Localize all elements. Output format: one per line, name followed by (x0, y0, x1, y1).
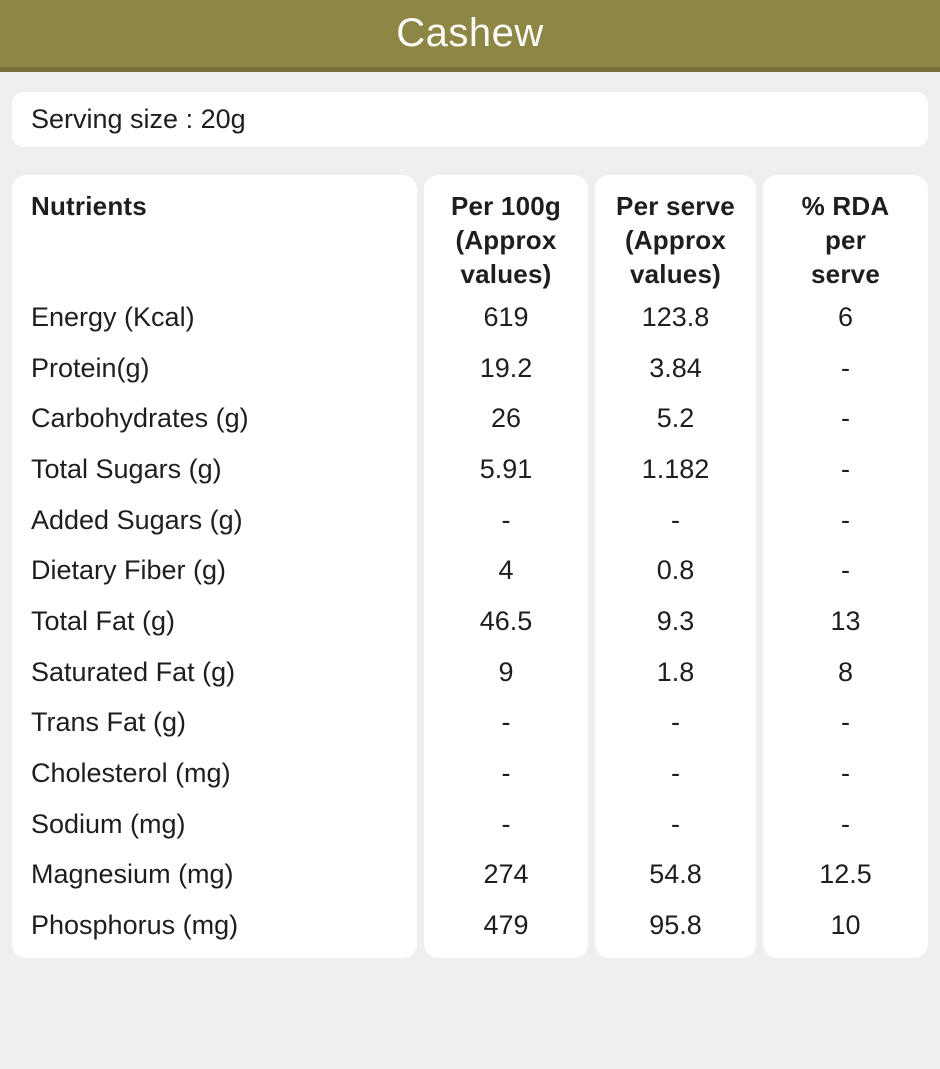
rda-value: 13 (830, 605, 861, 636)
rda-value: - (841, 555, 850, 586)
header-line: (Approx (455, 225, 557, 255)
column-header-rda: % RDA per serve (763, 189, 928, 292)
per-100g-value: 5.91 (479, 453, 533, 484)
nutrient-name: Trans Fat (g) (31, 707, 187, 738)
rda-value: - (841, 808, 850, 839)
header-line: % RDA (801, 191, 890, 221)
per-100g-value: 619 (483, 301, 529, 332)
nutrient-name: Sodium (mg) (31, 808, 186, 839)
nutrient-name: Protein(g) (31, 352, 150, 383)
per-serve-value: 0.8 (656, 555, 695, 586)
per-100g-value: - (501, 504, 511, 535)
column-header-per-serve: Per serve (Approx values) (595, 189, 756, 292)
per-100g-value: - (501, 758, 511, 789)
rda-value: - (841, 453, 850, 484)
per-serve-value: - (671, 504, 680, 535)
rda-value: - (841, 504, 850, 535)
rda-value: - (841, 352, 850, 383)
nutrient-name: Energy (Kcal) (31, 301, 195, 332)
per-serve-value: 95.8 (649, 910, 702, 941)
nutrient-name: Added Sugars (g) (31, 504, 243, 535)
serving-size-card: Serving size : 20g (12, 92, 928, 147)
column-rda: % RDA per serve 6 - - - - - 13 8 - - - 1… (763, 175, 928, 958)
header-line: serve (811, 259, 880, 289)
nutrient-name: Total Fat (g) (31, 605, 176, 636)
nutrient-name: Cholesterol (mg) (31, 758, 231, 789)
nutrient-name: Dietary Fiber (g) (31, 555, 227, 586)
header-line: Per serve (616, 191, 735, 221)
rda-value: 10 (830, 910, 861, 941)
nutrient-name: Phosphorus (mg) (31, 910, 239, 941)
per-100g-value: 4 (498, 555, 514, 586)
per-100g-value: 274 (483, 859, 529, 890)
per-serve-value: 123.8 (641, 301, 710, 332)
per-serve-value: - (671, 808, 680, 839)
column-per-serve: Per serve (Approx values) 123.8 3.84 5.2… (595, 175, 756, 958)
column-header-per-100g: Per 100g (Approx values) (424, 189, 588, 292)
nutrient-name: Total Sugars (g) (31, 453, 222, 484)
per-100g-value: 46.5 (479, 605, 533, 636)
column-header-nutrients: Nutrients (31, 191, 147, 221)
header-line: values) (460, 259, 552, 289)
per-100g-value: 479 (483, 910, 529, 941)
rda-value: 6 (837, 301, 854, 332)
rda-value: - (841, 707, 850, 738)
nutrient-name: Saturated Fat (g) (31, 656, 236, 687)
per-serve-value: 3.84 (649, 352, 702, 383)
per-100g-value: 19.2 (479, 352, 533, 383)
column-nutrients: Nutrients Energy (Kcal) Protein(g) Carbo… (12, 175, 417, 958)
serving-size-label: Serving size : 20g (31, 104, 246, 134)
header-line: per (824, 225, 867, 255)
rda-value: - (841, 403, 850, 434)
nutrient-name: Carbohydrates (g) (31, 403, 249, 434)
per-serve-value: - (671, 707, 680, 738)
nutrition-table: Nutrients Energy (Kcal) Protein(g) Carbo… (12, 175, 928, 958)
per-serve-value: - (671, 758, 680, 789)
app-header: Cashew (0, 0, 940, 72)
per-serve-value: 1.182 (641, 453, 710, 484)
rda-value: 8 (837, 656, 854, 687)
header-line: Per 100g (450, 191, 561, 221)
per-100g-value: - (501, 707, 511, 738)
per-serve-value: 54.8 (649, 859, 702, 890)
per-serve-value: 1.8 (656, 656, 695, 687)
per-100g-value: - (501, 808, 511, 839)
header-line: (Approx (624, 225, 727, 255)
per-serve-value: 5.2 (656, 403, 695, 434)
column-per-100g: Per 100g (Approx values) 619 19.2 26 5.9… (424, 175, 588, 958)
rda-value: - (841, 758, 850, 789)
page-title: Cashew (396, 11, 544, 55)
per-100g-value: 26 (490, 403, 522, 434)
rda-value: 12.5 (819, 859, 872, 890)
header-line: values) (629, 259, 721, 289)
per-100g-value: 9 (498, 656, 514, 687)
nutrient-name: Magnesium (mg) (31, 859, 234, 890)
per-serve-value: 9.3 (656, 605, 695, 636)
